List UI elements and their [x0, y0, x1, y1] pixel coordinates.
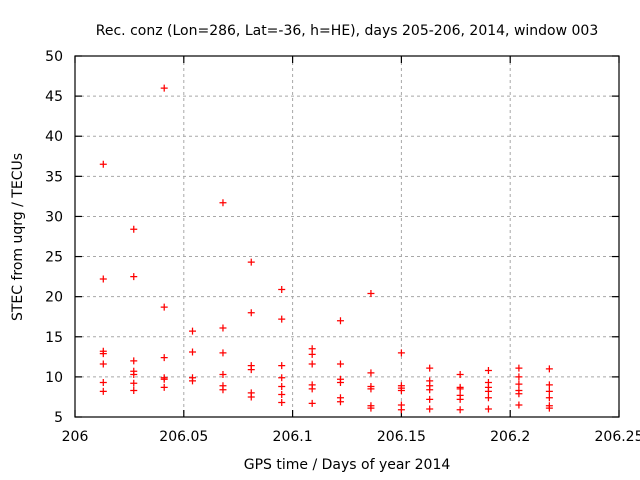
- data-point-marker: [99, 360, 107, 368]
- data-point-marker: [484, 394, 492, 402]
- data-point-marker: [189, 348, 197, 356]
- chart-title: Rec. conz (Lon=286, Lat=-36, h=HE), days…: [96, 23, 598, 39]
- data-point-marker: [160, 303, 168, 311]
- data-point-marker: [189, 327, 197, 335]
- data-point-marker: [484, 366, 492, 374]
- data-point-marker: [247, 309, 255, 317]
- data-point-marker: [247, 393, 255, 401]
- data-point-marker: [308, 360, 316, 368]
- x-tick-label: 206.1: [273, 429, 313, 445]
- data-point-marker: [160, 84, 168, 92]
- data-point-marker: [308, 399, 316, 407]
- data-point-marker: [99, 379, 107, 387]
- data-point-marker: [130, 357, 138, 365]
- y-tick-label: 25: [45, 250, 63, 266]
- data-point-marker: [456, 406, 464, 414]
- data-point-marker: [545, 404, 553, 412]
- data-point-marker: [130, 379, 138, 387]
- data-point-marker: [515, 373, 523, 381]
- data-point-marker: [160, 383, 168, 391]
- data-point-marker: [515, 390, 523, 398]
- data-point-marker: [484, 387, 492, 395]
- data-point-marker: [278, 362, 286, 370]
- data-point-marker: [515, 364, 523, 372]
- grid-layer: [75, 56, 619, 417]
- data-point-marker: [278, 399, 286, 407]
- y-tick-label: 50: [45, 49, 63, 65]
- y-tick-label: 45: [45, 89, 63, 105]
- y-tick-label: 30: [45, 209, 63, 225]
- data-point-marker: [367, 385, 375, 393]
- data-point-marker: [515, 401, 523, 409]
- y-tick-label: 40: [45, 129, 63, 145]
- data-point-marker: [278, 374, 286, 382]
- tick-layer: [74, 55, 620, 418]
- data-point-marker: [336, 317, 344, 325]
- y-tick-label: 15: [45, 330, 63, 346]
- x-tick-label: 206.05: [159, 429, 208, 445]
- data-point-marker: [130, 225, 138, 233]
- data-point-marker: [219, 386, 227, 394]
- data-point-marker: [545, 387, 553, 395]
- data-point-marker: [397, 349, 405, 357]
- data-point-marker: [545, 381, 553, 389]
- data-point-marker: [367, 289, 375, 297]
- data-point-marker: [99, 160, 107, 168]
- data-point-marker: [99, 387, 107, 395]
- y-axis-label: STEC from uqrg / TECUs: [10, 153, 26, 321]
- data-point-layer: [99, 84, 553, 414]
- data-point-marker: [160, 375, 168, 383]
- data-point-marker: [130, 370, 138, 378]
- y-tick-label: 35: [45, 169, 63, 185]
- x-axis-label: GPS time / Days of year 2014: [244, 457, 451, 473]
- data-point-marker: [426, 364, 434, 372]
- data-point-marker: [130, 273, 138, 281]
- data-point-marker: [99, 350, 107, 358]
- data-point-marker: [189, 377, 197, 385]
- data-point-marker: [456, 395, 464, 403]
- data-point-marker: [397, 387, 405, 395]
- data-point-marker: [219, 370, 227, 378]
- y-tick-label: 10: [45, 370, 63, 386]
- data-point-marker: [219, 324, 227, 332]
- data-point-marker: [336, 398, 344, 406]
- y-tick-label: 5: [54, 410, 63, 426]
- data-point-marker: [426, 386, 434, 394]
- data-point-marker: [219, 199, 227, 207]
- data-point-marker: [278, 285, 286, 293]
- data-point-marker: [130, 387, 138, 395]
- data-point-marker: [336, 379, 344, 387]
- data-point-marker: [99, 275, 107, 283]
- data-point-marker: [456, 370, 464, 378]
- tick-label-layer: 206 206.05 206.1 206.15 206.2 206.25 5 10 15 20 25…: [45, 49, 640, 445]
- data-point-marker: [515, 380, 523, 388]
- data-point-marker: [367, 369, 375, 377]
- data-point-marker: [219, 349, 227, 357]
- data-point-marker: [278, 315, 286, 323]
- data-point-marker: [247, 366, 255, 374]
- data-point-marker: [308, 350, 316, 358]
- x-tick-label: 206.15: [377, 429, 426, 445]
- plot-border: [74, 55, 620, 418]
- data-point-marker: [278, 391, 286, 399]
- x-tick-label: 206.2: [490, 429, 530, 445]
- data-point-marker: [160, 354, 168, 362]
- x-tick-label: 206: [62, 429, 89, 445]
- data-point-marker: [545, 394, 553, 402]
- data-point-marker: [308, 385, 316, 393]
- data-point-marker: [397, 406, 405, 414]
- data-point-marker: [426, 395, 434, 403]
- data-point-marker: [484, 405, 492, 413]
- data-point-marker: [247, 258, 255, 266]
- data-point-marker: [336, 360, 344, 368]
- x-tick-label: 206.25: [595, 429, 640, 445]
- data-point-marker: [367, 404, 375, 412]
- y-tick-label: 20: [45, 290, 63, 306]
- data-point-marker: [456, 385, 464, 393]
- data-point-marker: [426, 405, 434, 413]
- data-point-marker: [545, 365, 553, 373]
- data-point-marker: [278, 383, 286, 391]
